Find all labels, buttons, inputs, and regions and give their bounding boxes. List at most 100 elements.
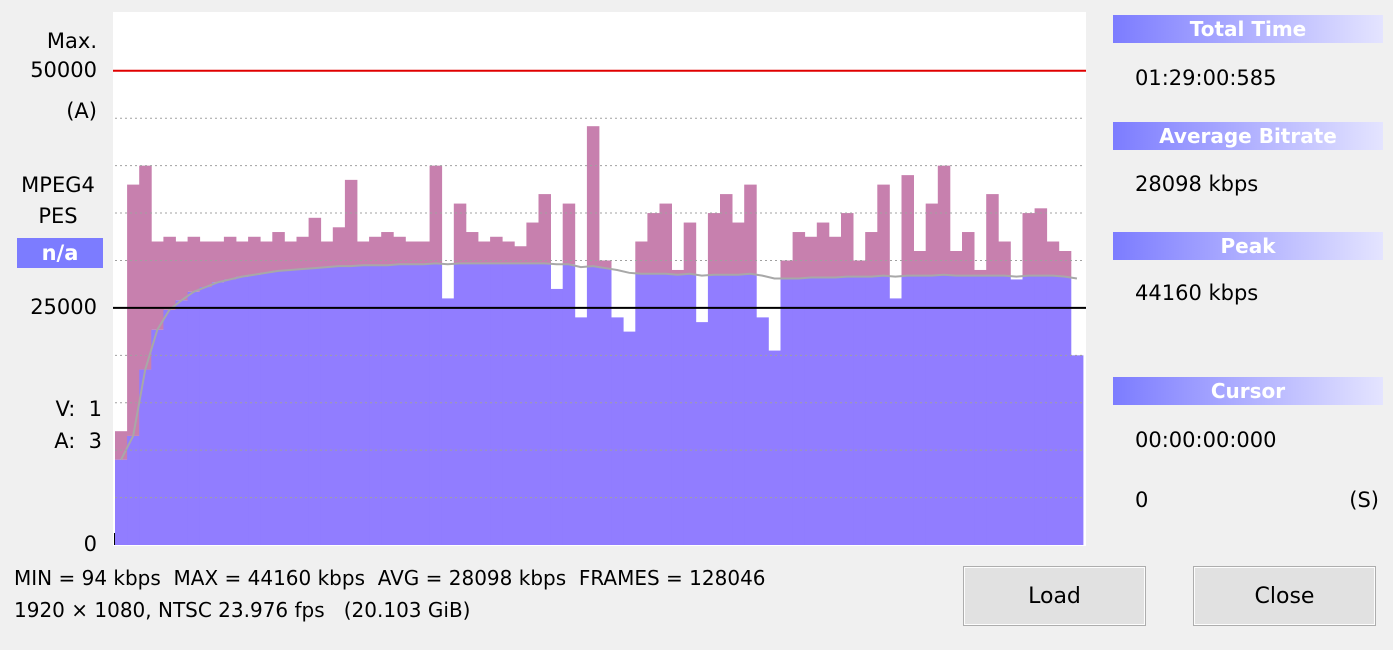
bar [853, 276, 866, 545]
bar [889, 298, 902, 545]
video-label: V: 1 [56, 397, 102, 421]
bar [623, 331, 636, 545]
bar [296, 269, 309, 545]
bar-above-average [1022, 213, 1035, 276]
bar [949, 275, 963, 545]
bar-above-average [865, 232, 878, 277]
bar [465, 263, 479, 545]
bar [151, 329, 164, 545]
bar-above-average [453, 203, 467, 264]
bar-above-average [671, 269, 685, 275]
bar [550, 288, 564, 545]
bar-above-average [320, 241, 334, 268]
bar-above-average [223, 236, 237, 280]
average-line [120, 262, 1078, 461]
bar-above-average [732, 222, 745, 275]
bar-above-average [647, 213, 660, 274]
bar [127, 435, 140, 545]
bar [816, 277, 830, 545]
bar-above-average [199, 241, 213, 288]
chart: Max. (A) MPEG4 PES n/a V: 1 A: 3 0 25000 5… [17, 12, 1086, 556]
status-badge [17, 238, 103, 268]
bar-above-average [296, 236, 309, 270]
bar [1022, 275, 1035, 545]
bar [865, 276, 878, 545]
bar-above-average [526, 222, 539, 264]
bar-above-average [405, 241, 418, 265]
bar-above-average [357, 241, 370, 266]
bar-above-average [1034, 208, 1048, 276]
bar-above-average [707, 213, 721, 275]
bar-above-average [478, 241, 491, 264]
format-line: 1920 × 1080, NTSC 23.976 fps (20.103 GiB… [14, 598, 471, 622]
bar-above-average [284, 241, 297, 270]
y-tick-label: 25000 [30, 295, 97, 319]
bar [586, 266, 600, 545]
bar [707, 274, 721, 545]
format-label: MPEG4 [21, 173, 95, 197]
bar [611, 317, 624, 545]
bar [1010, 279, 1023, 545]
bar [1058, 276, 1072, 545]
bar [574, 317, 588, 545]
bar-above-average [901, 175, 914, 276]
close-button[interactable]: Close [1193, 566, 1376, 626]
bar-above-average [659, 203, 672, 274]
bar-above-average [151, 241, 164, 330]
bar-above-average [974, 269, 987, 276]
bar-above-average [272, 232, 285, 271]
bar-above-average [308, 217, 322, 269]
panel-header: Average Bitrate [1113, 122, 1383, 150]
bar-above-average [828, 236, 842, 278]
bar-above-average [344, 179, 358, 267]
y-tick-label: 0 [84, 532, 97, 556]
bar [199, 287, 213, 545]
bar-above-average [236, 241, 249, 277]
bar [175, 300, 188, 545]
bar [913, 275, 927, 545]
bar [163, 309, 176, 545]
bar-above-average [502, 241, 515, 264]
panel-value: 44160 kbps [1135, 281, 1259, 305]
bar [901, 275, 914, 545]
bar-above-average [381, 232, 394, 266]
bar [732, 274, 745, 545]
bar [998, 275, 1011, 545]
bar [1034, 275, 1048, 545]
bar [659, 273, 672, 545]
bar [720, 274, 733, 545]
bar-above-average [332, 227, 346, 267]
bar-above-average [139, 165, 152, 370]
bar-above-average [586, 126, 600, 267]
bar [962, 275, 975, 545]
bar [502, 263, 515, 545]
bar [986, 275, 999, 545]
bar [272, 270, 285, 545]
bar [393, 264, 406, 545]
panel-header: Total Time [1113, 15, 1383, 43]
bar [115, 459, 128, 545]
bar [804, 277, 818, 545]
bar-above-average [260, 241, 273, 273]
bar-above-average [853, 260, 866, 277]
bar-above-average [986, 194, 999, 276]
bar [139, 369, 152, 545]
bar-above-average [490, 236, 503, 264]
bar [925, 275, 939, 545]
bar [647, 273, 660, 545]
bar-above-average [841, 213, 854, 277]
bar [429, 263, 443, 545]
bar-above-average [514, 246, 527, 264]
load-button[interactable]: Load [963, 566, 1146, 626]
bar-above-average [465, 232, 479, 264]
bar-above-average [163, 236, 176, 310]
bar-above-average [187, 236, 201, 292]
bar-above-average [429, 165, 443, 264]
bar-above-average [369, 236, 382, 266]
bar-above-average [913, 250, 927, 276]
bar [332, 266, 346, 545]
bar-above-average [877, 184, 890, 276]
bar-above-average [998, 241, 1011, 276]
bar [357, 265, 370, 545]
bar [187, 291, 201, 545]
